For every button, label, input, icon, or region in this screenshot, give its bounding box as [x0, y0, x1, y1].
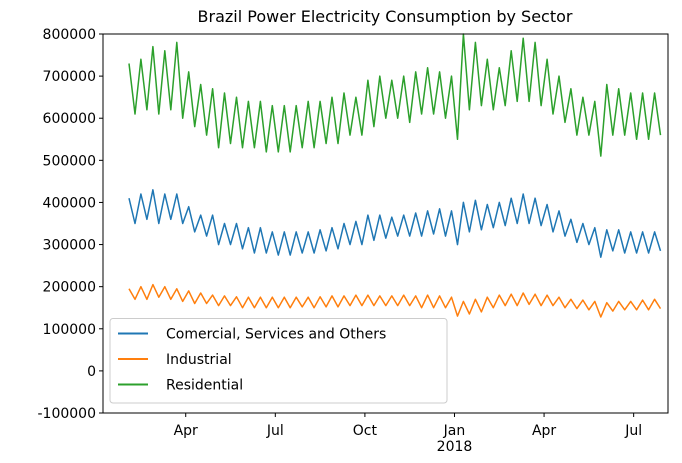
y-tick-label: 800000	[43, 27, 96, 43]
x-tick-label: Jan 2018	[437, 423, 473, 455]
x-tick-label: Apr	[532, 423, 556, 439]
y-tick-label: 100000	[43, 322, 96, 338]
series-line	[128, 33, 662, 157]
x-tick-label: Oct	[353, 423, 378, 439]
y-tick-label: 300000	[43, 238, 96, 254]
y-tick-label: 700000	[43, 69, 96, 85]
y-tick-label: 500000	[43, 153, 96, 169]
x-tick-label: Jul	[624, 423, 642, 439]
plot-frame	[102, 33, 669, 414]
legend-label: Residential	[166, 378, 243, 394]
legend: Comercial, Services and Others Industrial…	[109, 318, 448, 404]
y-tick-label: 400000	[43, 195, 96, 211]
x-tick-label: Apr	[174, 423, 198, 439]
y-tick-label: -100000	[38, 406, 97, 422]
legend-label: Comercial, Services and Others	[166, 327, 386, 343]
y-tick-label: 0	[87, 364, 96, 380]
x-tick-label: Jul	[266, 423, 284, 439]
y-tick-label: 600000	[43, 111, 96, 127]
legend-box	[109, 318, 448, 404]
y-tick-label: 200000	[43, 280, 96, 296]
legend-label: Industrial	[166, 352, 232, 368]
series-line	[128, 283, 662, 318]
series-line	[128, 189, 662, 258]
chart-title: Brazil Power Electricity Consumption by …	[198, 7, 573, 26]
